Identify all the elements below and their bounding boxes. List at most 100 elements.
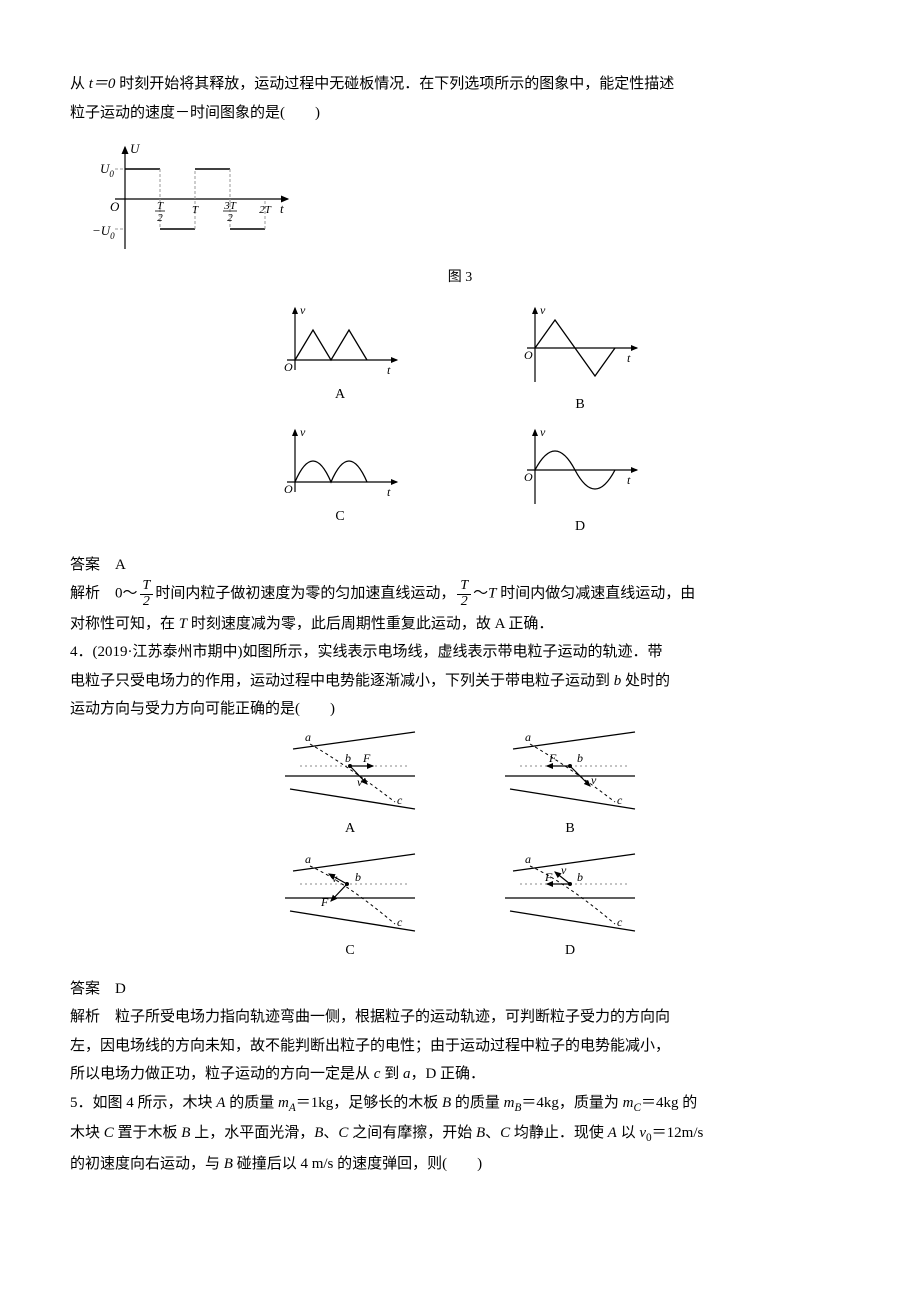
text: 木块 [70,1125,104,1141]
tick-t2-num: T [157,200,164,212]
option-c-label: C [275,938,425,965]
q5-line1: 5．如图 4 所示，木块 A 的质量 mA＝1kg，足够长的木板 B 的质量 m… [70,1089,850,1119]
figure-3-caption: 图 3 [70,265,850,292]
option-d-label: D [515,514,645,541]
option-a-label: A [275,816,425,843]
tick-2t: 2T [259,204,272,216]
t-label: t [627,351,631,365]
answer-value: D [115,981,126,997]
u-axis-label: U [130,141,141,156]
option-c-label: C [275,504,405,531]
t-label: t [387,363,391,377]
text: 到 [380,1066,403,1082]
option-a-label: A [275,382,405,409]
text: 如图所示，实线表示电场线，虚线表示带电粒子运动的轨迹．带 [243,644,663,660]
frac-den: 2 [457,595,471,610]
var-c: C [104,1125,114,1141]
o-label: O [524,470,533,484]
text: 时间内做匀减速直线运动，由 [497,586,696,602]
pt-b: b [577,751,583,765]
vt-options-grid: v O t A v O t B [70,300,850,541]
q3-explain-line1: 解析 0～T2时间内粒子做初速度为零的匀加速直线运动，T2～T 时间内做匀减速直… [70,579,850,609]
q5-line3: 的初速度向右运动，与 B 碰撞后以 4 m/s 的速度弹回，则( ) [70,1150,850,1179]
text: 时刻开始将其释放，运动过程中无碰板情况．在下列选项所示的图象中，能定性描述 [115,76,674,92]
sub-a: A [289,1102,296,1114]
answer-value: A [115,557,126,573]
var-b: B [442,1095,451,1111]
pt-c: c [617,793,623,807]
text: 从 [70,76,89,92]
pt-b: b [577,870,583,884]
text: 的初速度向右运动，与 [70,1156,224,1172]
t-label: t [627,473,631,487]
q4-option-b: a b c F v B [495,724,645,843]
q3-explain-line2: 对称性可知，在 T 时刻速度减为零，此后周期性重复此运动，故 A 正确． [70,610,850,639]
text: 如图 4 所示，木块 [93,1095,217,1111]
frac-num: T [457,579,471,595]
q4-explain-line3: 所以电场力做正功，粒子运动的方向一定是从 c 到 a，D 正确． [70,1060,850,1089]
force-label: F [548,751,557,765]
q4-option-a: a b c F v A [275,724,425,843]
frac-den: 2 [140,595,154,610]
velocity-label: v [591,773,597,787]
text: ＝4kg，质量为 [521,1095,622,1111]
var-t: T [488,586,496,602]
v-label: v [300,425,306,439]
velocity-label: v [332,871,338,885]
text: 处时的 [621,673,670,689]
var-b: B [224,1156,233,1172]
t-axis-label: t [280,201,284,216]
pt-a: a [305,852,311,866]
text: 、 [323,1125,338,1141]
text: 的质量 [451,1095,504,1111]
velocity-label: v [357,775,363,789]
frac-num: T [140,579,154,595]
text: ＝1kg，足够长的木板 [296,1095,442,1111]
text: 时刻速度减为零，此后周期性重复此运动，故 A 正确． [187,616,553,632]
svg-text:−U0: −U0 [92,223,115,241]
o-label: O [284,482,293,496]
pt-c: c [397,915,403,929]
var-t: T [179,616,187,632]
q-number: 5． [70,1095,93,1111]
svg-text:2T: 2T [259,204,272,216]
origin-label: O [110,199,120,214]
q4-stem-line2: 电粒子只受电场力的作用，运动过程中电势能逐渐减小，下列关于带电粒子运动到 b 处… [70,667,850,696]
q4-explain-line2: 左，因电场线的方向未知，故不能判断出粒子的电性；由于运动过程中粒子的电势能减小， [70,1032,850,1061]
pt-a: a [305,730,311,744]
option-d-cell: v O t D [515,422,645,541]
var-b: B [476,1125,485,1141]
text: ～ [473,586,488,602]
text: 所以电场力做正功，粒子运动的方向一定是从 [70,1066,374,1082]
var-c: C [500,1125,510,1141]
velocity-label: v [561,863,567,877]
explain-label: 解析 [70,586,115,602]
force-label: F [320,895,329,909]
pt-a: a [525,730,531,744]
tick-3t2-den: 2 [227,212,233,224]
text: 对称性可知，在 [70,616,179,632]
figure-3: U O t U0 −U0 T 2 T 3T 2 2T [70,139,850,259]
text: 之间有摩擦，开始 [348,1125,476,1141]
q4-options-grid: a b c F v A a b [70,724,850,965]
option-b-cell: v O t B [515,300,645,419]
text: 0～ [115,586,138,602]
svg-text:2: 2 [157,212,163,224]
q3-answer: 答案 A [70,551,850,580]
text: ＝12m/s [652,1125,704,1141]
text: 的质量 [225,1095,278,1111]
option-b-label: B [495,816,645,843]
svg-text:U0: U0 [100,161,114,179]
v-label: v [300,303,306,317]
v-label: v [540,425,546,439]
text: ＝4kg 的 [641,1095,697,1111]
pt-b: b [345,751,351,765]
o-label: O [284,360,293,374]
q-source: (2019·江苏泰州市期中) [93,644,243,660]
text: 碰撞后以 4 m/s 的速度弹回，则( ) [233,1156,482,1172]
answer-label: 答案 [70,981,115,997]
neg-u0-label: −U [92,223,112,238]
svg-text:2: 2 [227,212,233,224]
text: 时间内粒子做初速度为零的匀加速直线运动， [155,586,455,602]
text: 上，水平面光滑， [190,1125,314,1141]
